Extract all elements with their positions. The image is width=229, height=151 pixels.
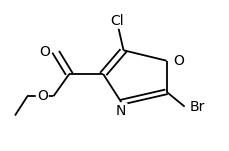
Text: O: O — [37, 89, 48, 103]
Text: N: N — [116, 104, 126, 118]
Text: Cl: Cl — [110, 14, 124, 28]
Text: O: O — [173, 54, 184, 68]
Text: O: O — [39, 45, 50, 59]
Text: Br: Br — [189, 100, 204, 114]
